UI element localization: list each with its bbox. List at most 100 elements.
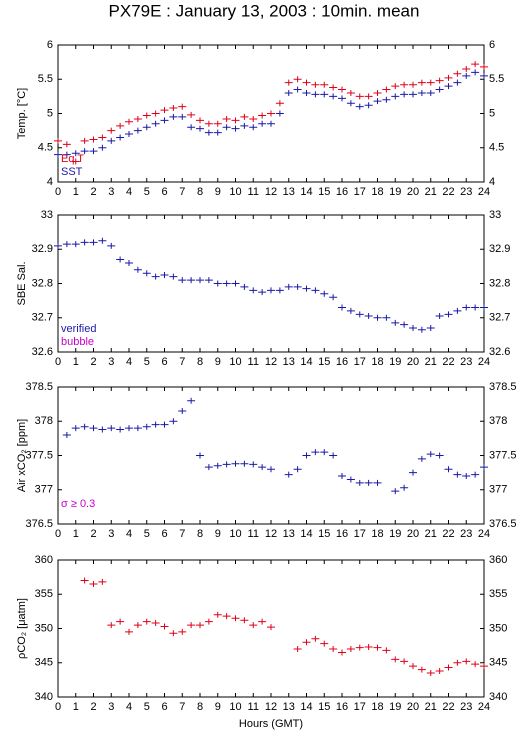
point: [284, 471, 293, 478]
point: [249, 461, 258, 468]
point: [178, 628, 187, 635]
point: [373, 644, 382, 651]
point: [178, 407, 187, 414]
y-axis-label: Air xCO₂ [ppm]: [16, 419, 28, 492]
point: [213, 462, 222, 469]
point: [400, 81, 409, 88]
x-tick-label: 8: [197, 356, 203, 368]
plot-frame: [57, 386, 485, 525]
point: [373, 479, 382, 486]
point: [311, 81, 320, 88]
point: [89, 580, 98, 587]
x-tick-label: 13: [283, 701, 295, 713]
x-tick-label: 4: [126, 186, 132, 198]
point: [284, 79, 293, 86]
point: [267, 110, 275, 117]
point: [204, 464, 213, 471]
x-tick-label: 22: [442, 356, 454, 368]
x-tick-label: 5: [144, 701, 150, 713]
plot-frame: [57, 214, 485, 353]
point: [400, 321, 409, 328]
point: [240, 113, 249, 120]
x-tick-label: 9: [215, 356, 221, 368]
point: [258, 464, 267, 471]
point: [107, 137, 116, 144]
point: [169, 273, 178, 280]
x-tick-label: 0: [55, 186, 61, 198]
x-tick-label: 9: [215, 186, 221, 198]
x-tick-label: 0: [55, 701, 61, 713]
y-tick-label: 355: [489, 588, 507, 600]
legend-entry: Eq T: [61, 153, 84, 165]
x-tick-label: 18: [371, 356, 383, 368]
x-tick-label: 18: [371, 528, 383, 540]
point: [98, 578, 107, 585]
point: [462, 72, 471, 79]
point: [320, 640, 329, 647]
point: [338, 304, 346, 311]
point: [329, 452, 338, 459]
x-tick-label: 5: [144, 528, 150, 540]
y-tick-label: 4: [47, 176, 53, 188]
point: [196, 117, 204, 124]
point: [435, 77, 444, 84]
point: [480, 464, 488, 471]
x-tick-label: 20: [407, 356, 419, 368]
point: [142, 423, 151, 430]
x-tick-label: 19: [389, 186, 401, 198]
point: [178, 103, 187, 110]
y-tick-label: 378.5: [25, 381, 53, 393]
point: [98, 426, 107, 433]
point: [444, 664, 453, 671]
point: [169, 418, 178, 425]
x-tick-label: 1: [73, 701, 79, 713]
point: [142, 124, 151, 131]
point: [133, 622, 142, 629]
point: [160, 271, 169, 278]
x-tick-label: 23: [460, 528, 472, 540]
x-tick-label: 9: [215, 701, 221, 713]
point: [391, 319, 400, 326]
x-tick-label: 10: [229, 356, 241, 368]
point: [125, 118, 133, 125]
point: [293, 86, 302, 93]
point: [169, 113, 178, 120]
y-tick-label: 33: [489, 209, 501, 221]
series: [62, 397, 488, 495]
point: [204, 120, 213, 127]
point: [133, 425, 142, 432]
x-tick-label: 10: [229, 701, 241, 713]
y-tick-label: 33: [41, 209, 53, 221]
point: [169, 105, 178, 112]
point: [151, 620, 160, 627]
x-tick-label: 3: [108, 186, 114, 198]
x-tick-label: 1: [73, 186, 79, 198]
y-tick-label: 5: [489, 107, 495, 119]
x-axis-label: Hours (GMT): [239, 718, 303, 730]
point: [89, 136, 98, 143]
point: [116, 256, 125, 263]
point: [160, 117, 169, 124]
point: [151, 120, 160, 127]
x-tick-label: 6: [161, 528, 167, 540]
point: [249, 115, 258, 122]
x-tick-label: 22: [442, 528, 454, 540]
point: [231, 280, 240, 287]
point: [142, 618, 151, 625]
point: [169, 630, 178, 637]
point: [338, 649, 346, 656]
point: [80, 148, 89, 155]
point: [54, 137, 62, 144]
series: [80, 577, 488, 677]
point: [382, 314, 391, 321]
y-tick-label: 376.5: [25, 518, 53, 530]
point: [258, 112, 267, 119]
point: [329, 646, 338, 653]
y-tick-label: 32.9: [489, 243, 510, 255]
point: [444, 466, 453, 473]
point: [435, 313, 444, 320]
x-tick-label: 12: [265, 356, 277, 368]
point: [373, 98, 382, 105]
y-tick-label: 32.6: [32, 346, 53, 358]
point: [116, 618, 125, 625]
